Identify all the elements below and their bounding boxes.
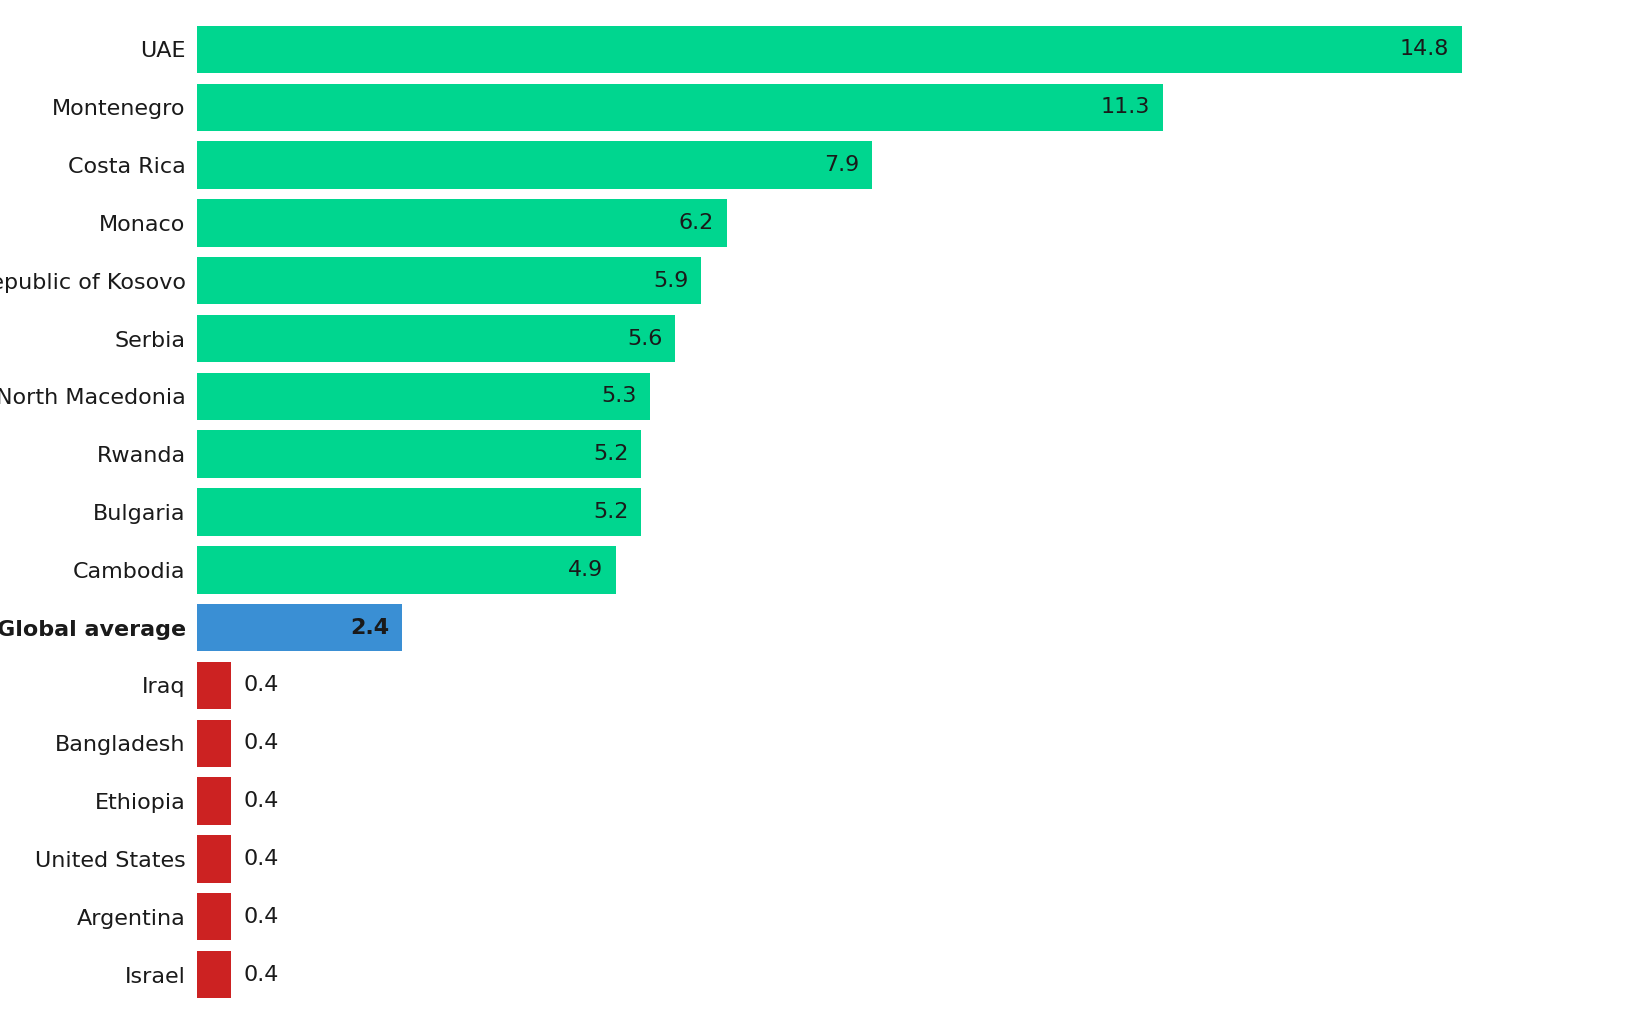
Text: 0.4: 0.4	[244, 907, 279, 927]
Text: 0.4: 0.4	[244, 676, 279, 695]
Text: 0.4: 0.4	[244, 849, 279, 869]
Text: 0.4: 0.4	[244, 965, 279, 985]
Text: 14.8: 14.8	[1398, 39, 1449, 59]
Bar	[197, 951, 231, 998]
Text: 6.2: 6.2	[679, 213, 713, 232]
Bar	[197, 777, 231, 825]
Bar	[197, 373, 649, 420]
Bar	[197, 257, 701, 304]
Text: 5.2: 5.2	[593, 502, 628, 522]
Bar	[197, 199, 726, 247]
Text: 11.3: 11.3	[1100, 97, 1149, 117]
Bar	[197, 720, 231, 767]
Bar	[197, 836, 231, 883]
Text: 7.9: 7.9	[823, 155, 859, 175]
Text: 5.2: 5.2	[593, 444, 628, 464]
Text: 0.4: 0.4	[244, 733, 279, 754]
Text: 4.9: 4.9	[567, 560, 603, 580]
Bar	[197, 488, 641, 536]
Bar	[197, 84, 1162, 131]
Text: 5.3: 5.3	[602, 386, 636, 407]
Bar	[197, 141, 872, 188]
Bar	[197, 662, 231, 710]
Text: 5.6: 5.6	[626, 329, 662, 348]
Bar	[197, 314, 675, 362]
Bar	[197, 546, 615, 594]
Text: 2.4: 2.4	[349, 617, 388, 638]
Bar	[197, 26, 1460, 73]
Bar	[197, 430, 641, 478]
Text: 5.9: 5.9	[652, 270, 688, 291]
Bar	[197, 893, 231, 940]
Bar	[197, 604, 402, 651]
Text: 0.4: 0.4	[244, 792, 279, 811]
